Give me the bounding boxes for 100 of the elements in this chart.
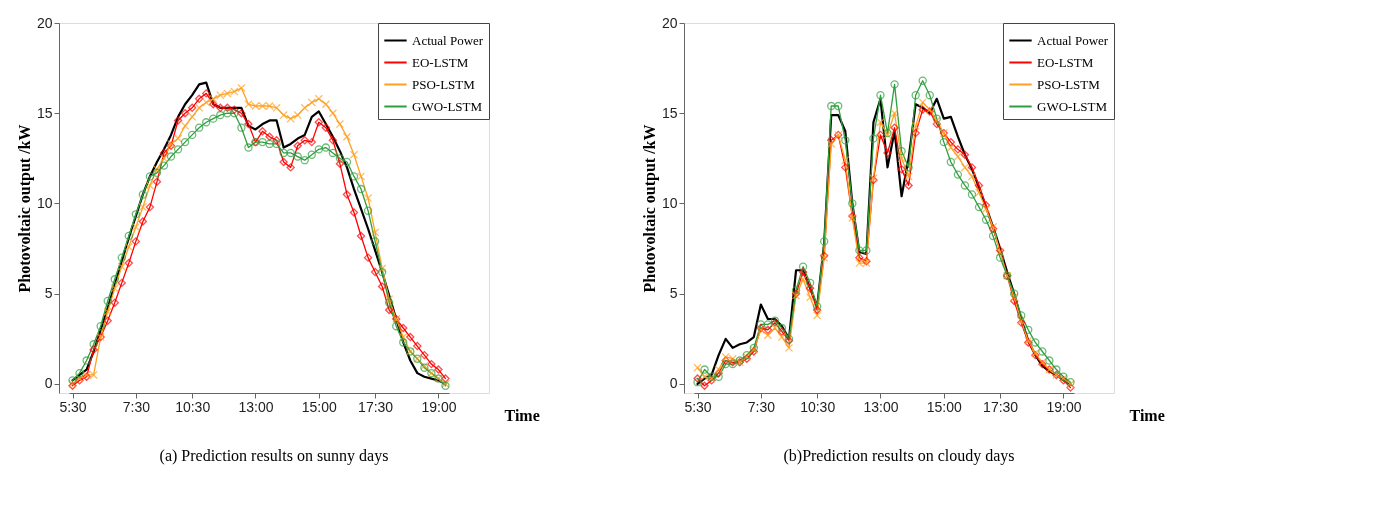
point xyxy=(244,119,253,129)
point xyxy=(356,172,366,181)
x-tick-label: 17:30 xyxy=(983,398,1019,415)
point xyxy=(777,327,787,336)
point xyxy=(223,103,232,113)
point xyxy=(370,267,380,277)
point xyxy=(321,123,331,132)
point xyxy=(714,365,723,374)
point xyxy=(293,141,302,150)
legend-label: EO-LSTM xyxy=(412,54,469,70)
point xyxy=(890,109,899,118)
point xyxy=(152,177,162,187)
point xyxy=(75,368,84,378)
point xyxy=(195,94,204,103)
point xyxy=(1045,356,1054,365)
point xyxy=(110,298,119,307)
legend-label: GWO-LSTM xyxy=(412,98,483,114)
point xyxy=(363,206,373,215)
point xyxy=(1010,293,1019,302)
y-tick-label: 20 xyxy=(36,14,53,31)
point xyxy=(159,161,169,170)
point xyxy=(89,345,98,354)
x-axis-title: Time xyxy=(1129,406,1165,424)
point xyxy=(124,242,133,251)
point xyxy=(272,139,281,149)
point xyxy=(237,83,246,93)
point xyxy=(820,237,829,246)
point xyxy=(784,343,794,353)
legend-label: GWO-LSTM xyxy=(1037,98,1108,114)
point xyxy=(216,103,225,113)
point xyxy=(377,282,387,291)
point xyxy=(89,340,98,349)
legend-label: EO-LSTM xyxy=(1037,54,1094,70)
point xyxy=(841,163,850,172)
point xyxy=(300,155,309,165)
point xyxy=(953,170,963,179)
point xyxy=(138,190,148,199)
point xyxy=(96,322,105,331)
point xyxy=(187,103,197,113)
point xyxy=(279,157,288,167)
point xyxy=(265,139,274,149)
point xyxy=(314,145,323,154)
point xyxy=(145,172,155,181)
point xyxy=(209,114,218,123)
point xyxy=(798,275,808,284)
point xyxy=(385,294,394,304)
point xyxy=(321,100,331,109)
point xyxy=(763,320,773,329)
point xyxy=(286,163,295,172)
point xyxy=(328,136,338,145)
y-tick-label: 15 xyxy=(36,104,53,121)
point xyxy=(159,154,169,163)
point xyxy=(131,210,141,219)
legend-label: PSO-LSTM xyxy=(412,76,476,92)
point xyxy=(286,148,295,158)
point xyxy=(967,163,977,172)
point xyxy=(1017,311,1026,320)
point xyxy=(413,341,422,351)
point xyxy=(960,150,970,159)
point xyxy=(103,316,112,325)
point xyxy=(876,118,885,127)
point xyxy=(187,130,197,140)
point xyxy=(946,157,956,167)
point xyxy=(399,323,408,333)
point xyxy=(173,116,183,125)
x-tick-label: 5:30 xyxy=(59,398,87,415)
point xyxy=(904,181,913,190)
point xyxy=(960,181,970,190)
point xyxy=(974,181,984,190)
point xyxy=(897,154,906,163)
point xyxy=(967,190,977,199)
point xyxy=(693,363,702,372)
point xyxy=(714,372,723,381)
point xyxy=(988,231,998,241)
point xyxy=(138,202,148,212)
point xyxy=(1031,338,1040,347)
x-tick-label: 17:30 xyxy=(358,398,394,415)
point xyxy=(855,246,864,255)
y-tick-label: 0 xyxy=(44,375,53,392)
text: (b)Prediction results on cloudy days xyxy=(783,447,1015,465)
point xyxy=(307,137,316,147)
point xyxy=(103,307,112,316)
point xyxy=(265,132,274,141)
point xyxy=(763,325,773,335)
point xyxy=(321,143,331,152)
y-tick-label: 10 xyxy=(36,194,53,211)
y-tick-label: 0 xyxy=(669,375,678,392)
point xyxy=(904,172,913,181)
point xyxy=(939,137,948,147)
point xyxy=(399,332,408,342)
point xyxy=(763,331,773,340)
point xyxy=(173,134,183,143)
point xyxy=(216,110,225,120)
point xyxy=(834,101,843,111)
x-tick-label: 7:30 xyxy=(747,398,776,415)
text: (a) Prediction results on sunny days xyxy=(159,447,389,465)
point xyxy=(286,114,295,123)
point xyxy=(230,109,239,118)
point xyxy=(827,101,836,111)
x-axis-title: Time xyxy=(504,406,540,424)
